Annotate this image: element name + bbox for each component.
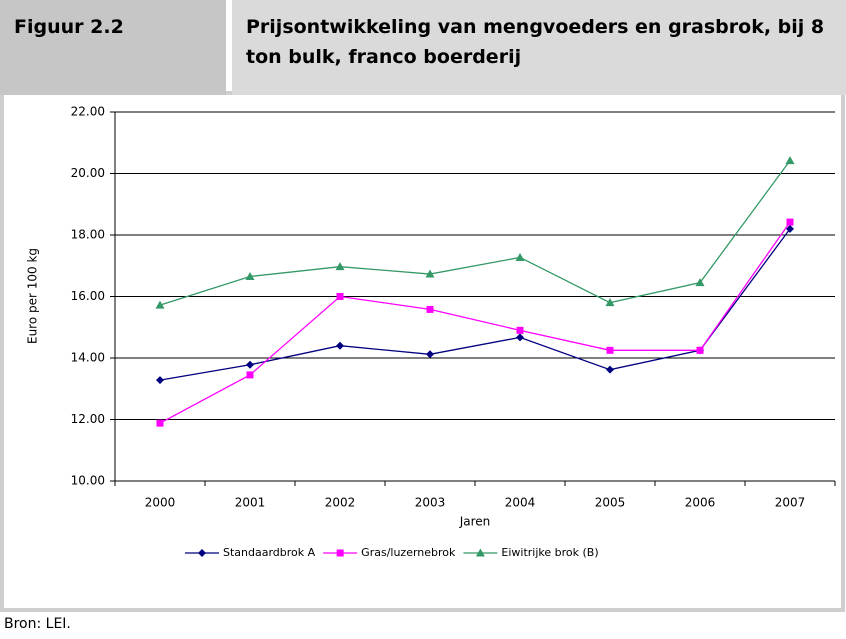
- y-tick-label: 18.00: [71, 228, 105, 242]
- marker: [785, 156, 795, 165]
- marker: [425, 269, 435, 278]
- marker: [605, 298, 615, 307]
- marker: [156, 419, 164, 427]
- y-tick-label: 22.00: [71, 105, 105, 119]
- y-tick-label: 20.00: [71, 166, 105, 180]
- marker: [336, 341, 344, 350]
- source: Bron: LEI.: [4, 616, 71, 632]
- x-tick-label: 2004: [505, 496, 536, 510]
- marker: [515, 252, 525, 261]
- y-tick-label: 16.00: [71, 289, 105, 303]
- marker: [786, 218, 794, 226]
- series-line: [159, 228, 791, 381]
- marker: [245, 272, 255, 281]
- y-tick-label: 14.00: [71, 351, 105, 365]
- series-line: [159, 221, 791, 424]
- marker: [155, 300, 165, 309]
- figure-title: Prijsontwikkeling van mengvoeders en gra…: [232, 0, 846, 95]
- legend-label: Gras/luzernebrok: [361, 546, 456, 559]
- marker: [156, 376, 164, 385]
- legend-label: Eiwitrijke brok (B): [501, 546, 598, 559]
- marker: [516, 333, 524, 342]
- x-tick-label: 2007: [775, 496, 806, 510]
- series-line: [159, 160, 791, 306]
- x-tick-label: 2006: [685, 496, 716, 510]
- marker: [516, 326, 524, 334]
- x-tick-label: 2002: [325, 496, 356, 510]
- marker: [246, 371, 254, 379]
- marker: [696, 346, 704, 354]
- x-tick-label: 2003: [415, 496, 446, 510]
- marker: [426, 350, 434, 359]
- x-axis-title: Jaren: [459, 515, 491, 529]
- marker: [336, 293, 344, 300]
- frame: [0, 91, 845, 612]
- marker: [246, 360, 254, 369]
- marker: [606, 346, 614, 354]
- y-tick-label: 12.00: [71, 412, 105, 426]
- marker: [335, 262, 345, 271]
- x-tick-label: 2000: [145, 496, 176, 510]
- x-tick-label: 2001: [235, 496, 266, 510]
- marker: [606, 365, 614, 374]
- marker: [426, 305, 434, 313]
- marker: [695, 278, 705, 287]
- legend-label: Standaardbrok A: [223, 546, 316, 559]
- y-axis-title: Euro per 100 kg: [26, 248, 40, 344]
- marker: [786, 224, 794, 233]
- figure-number: Figuur 2.2: [0, 0, 226, 95]
- marker: [475, 548, 485, 557]
- marker: [198, 549, 206, 557]
- y-tick-label: 10.00: [71, 474, 105, 488]
- x-tick-label: 2005: [595, 496, 626, 510]
- marker: [336, 549, 344, 557]
